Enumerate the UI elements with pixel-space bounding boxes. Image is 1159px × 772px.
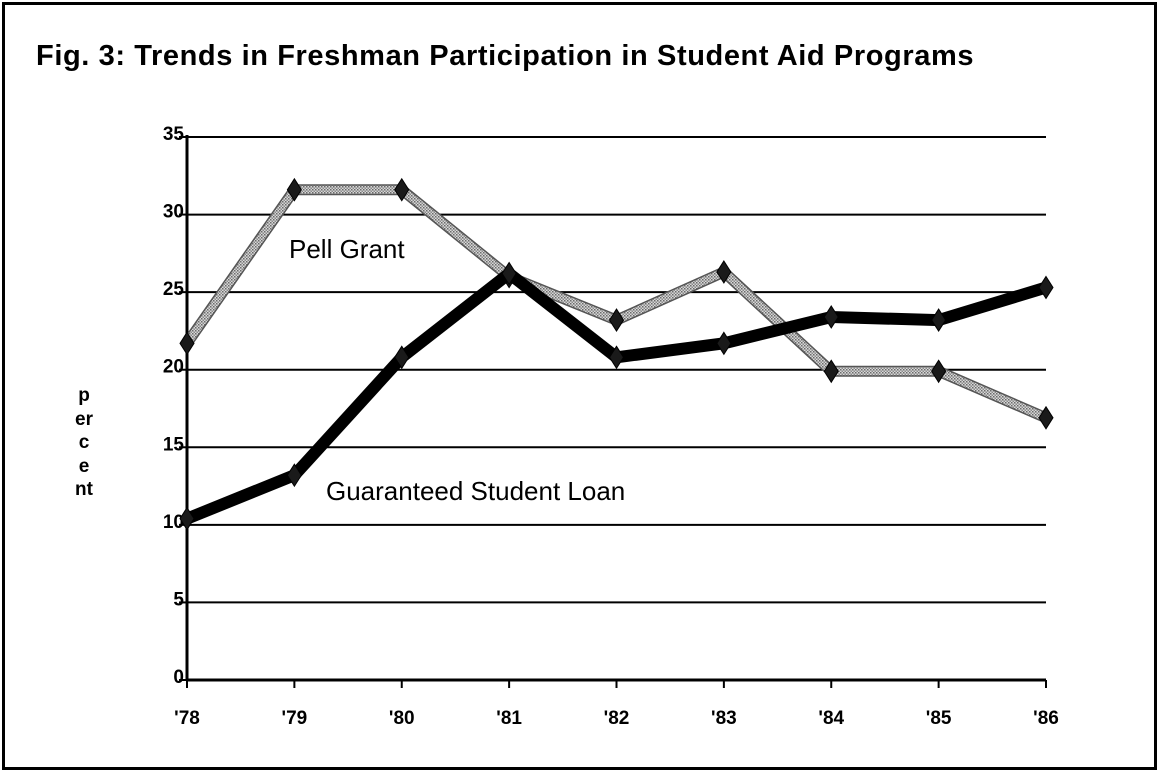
data-point-marker	[179, 331, 195, 356]
y-tick-label: 35	[163, 124, 185, 145]
y-tick-labels: 0 5 10 15 20 25 30 35	[163, 124, 185, 688]
x-tick-label: '85	[926, 708, 952, 729]
data-point-marker	[716, 260, 732, 284]
series-label-pell-grant: Pell Grant	[289, 234, 405, 264]
y-tick-label: 20	[163, 357, 184, 378]
series-pell-grant	[179, 177, 1054, 430]
y-tick-label: 30	[163, 202, 184, 223]
series-label-guaranteed-student-loan: Guaranteed Student Loan	[326, 476, 625, 506]
data-point-marker	[286, 463, 302, 488]
x-tick-labels: '78 '79 '80 '81 '82 '83 '84 '85 '86	[174, 708, 1059, 729]
series-line-outline	[182, 184, 1049, 423]
y-tick-label: 0	[173, 667, 184, 688]
data-point-marker	[1038, 405, 1054, 430]
data-point-marker	[823, 305, 839, 329]
data-point-marker	[931, 359, 947, 384]
data-point-marker	[608, 345, 625, 370]
data-point-marker	[1038, 275, 1054, 300]
data-point-marker	[501, 261, 517, 286]
y-tick-label: 5	[173, 589, 184, 610]
data-point-marker	[394, 345, 410, 370]
y-axis-label: percent	[75, 385, 93, 500]
y-tick-label: 10	[163, 512, 184, 533]
x-tick-label: '79	[282, 708, 308, 729]
x-tick-label: '84	[818, 708, 844, 729]
x-tick-label: '82	[604, 708, 630, 729]
series-guaranteed-student-loan	[179, 261, 1054, 531]
data-point-marker	[179, 506, 195, 531]
data-point-marker	[823, 359, 839, 384]
data-point-marker	[716, 331, 732, 356]
data-point-marker	[286, 177, 302, 202]
chart-title: Fig. 3: Trends in Freshman Participation…	[36, 40, 975, 72]
series-line	[183, 185, 1048, 422]
x-tick-label: '83	[711, 708, 737, 729]
data-point-marker	[931, 308, 947, 333]
gridlines	[187, 136, 1046, 604]
x-tick-label: '86	[1033, 708, 1059, 729]
y-tick-label: 25	[163, 279, 185, 300]
data-point-marker	[608, 308, 625, 333]
series	[179, 177, 1054, 531]
x-tick-label: '81	[496, 708, 522, 729]
axes	[179, 135, 1047, 688]
y-tick-label: 15	[163, 434, 185, 455]
x-tick-label: '80	[389, 708, 415, 729]
x-tick-label: '78	[174, 708, 200, 729]
data-point-marker	[394, 177, 410, 202]
